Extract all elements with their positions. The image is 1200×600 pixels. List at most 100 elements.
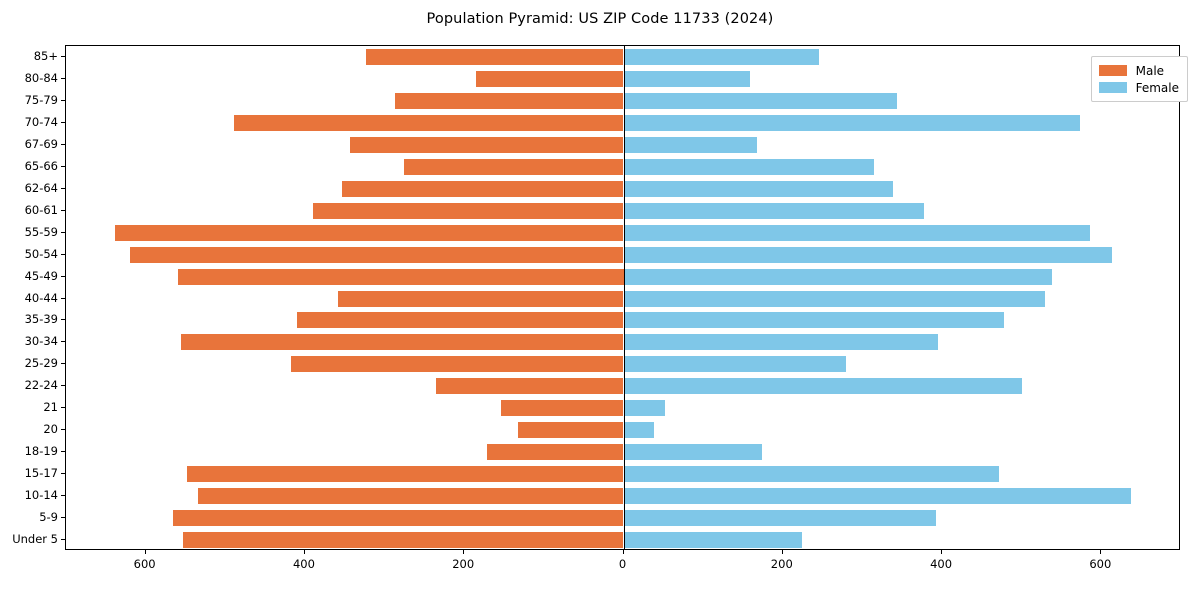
y-axis-tick-mark — [61, 253, 65, 255]
y-axis-tick-label: 62-64 — [24, 180, 58, 195]
y-axis-tick-mark — [61, 165, 65, 167]
bar-female — [623, 48, 820, 65]
bar-male — [129, 246, 624, 263]
y-axis-tick-label: 80-84 — [24, 70, 58, 85]
y-axis-tick-mark — [61, 99, 65, 101]
y-axis-tick-label: Under 5 — [12, 532, 58, 547]
bar-male — [476, 70, 624, 87]
y-axis-tick-mark — [61, 385, 65, 387]
bar-female — [623, 422, 654, 439]
y-axis-tick-label: 20 — [43, 422, 58, 437]
y-axis-tick-label: 40-44 — [24, 290, 58, 305]
x-axis-tick-mark — [622, 550, 624, 554]
x-axis-tick-mark — [303, 550, 305, 554]
x-axis-tick-mark — [1100, 550, 1102, 554]
x-axis-tick-label: 600 — [1089, 557, 1112, 571]
bar-female — [623, 246, 1112, 263]
bar-male — [500, 400, 624, 417]
bar-female — [623, 92, 897, 109]
y-axis-tick-label: 5-9 — [39, 510, 58, 525]
y-axis-tick-mark — [61, 539, 65, 541]
bar-male — [180, 334, 624, 351]
bar-female — [623, 268, 1052, 285]
x-axis-tick-label: 200 — [452, 557, 475, 571]
bar-female — [623, 224, 1091, 241]
y-axis-tick-label: 65-66 — [24, 158, 58, 173]
y-axis-tick-label: 21 — [43, 400, 58, 415]
legend-item-male[interactable]: Male — [1098, 62, 1179, 79]
bar-female — [623, 356, 846, 373]
y-axis-tick-mark — [61, 473, 65, 475]
y-axis-tick-label: 18-19 — [24, 444, 58, 459]
y-axis-tick-mark — [61, 341, 65, 343]
x-axis-tick-label: 0 — [618, 557, 627, 571]
bar-male — [338, 290, 624, 307]
y-axis-tick-mark — [61, 495, 65, 497]
bar-female — [623, 532, 802, 549]
y-axis-tick-label: 30-34 — [24, 334, 58, 349]
x-axis-tick-label: 200 — [770, 557, 793, 571]
chart-legend: Male Female — [1090, 56, 1188, 102]
x-axis-tick-label: 400 — [930, 557, 953, 571]
y-axis-tick-mark — [61, 517, 65, 519]
bar-male — [403, 158, 624, 175]
y-axis-tick-mark — [61, 187, 65, 189]
bar-female — [623, 444, 763, 461]
y-axis-tick-label: 70-74 — [24, 114, 58, 129]
bar-female — [623, 158, 875, 175]
y-axis-tick-mark — [61, 77, 65, 79]
bar-male — [198, 488, 624, 505]
y-axis-tick-label: 45-49 — [24, 268, 58, 283]
y-axis-tick-label: 50-54 — [24, 246, 58, 261]
y-axis-tick-mark — [61, 363, 65, 365]
x-axis-tick-mark — [463, 550, 465, 554]
bar-male — [296, 312, 624, 329]
y-axis-tick-label: 55-59 — [24, 224, 58, 239]
plot-area — [65, 45, 1180, 550]
bar-male — [366, 48, 624, 65]
bar-male — [435, 378, 624, 395]
x-axis-tick-mark — [941, 550, 943, 554]
zero-axis-line — [623, 46, 625, 549]
bar-female — [623, 400, 665, 417]
bar-female — [623, 334, 939, 351]
bar-female — [623, 114, 1080, 131]
y-axis-tick-mark — [61, 297, 65, 299]
bar-male — [290, 356, 624, 373]
y-axis-tick-label: 85+ — [33, 48, 58, 63]
bar-male — [518, 422, 624, 439]
bar-female — [623, 510, 936, 527]
y-axis-tick-label: 10-14 — [24, 488, 58, 503]
bar-male — [394, 92, 624, 109]
bar-male — [312, 202, 624, 219]
y-axis-tick-mark — [61, 319, 65, 321]
bar-male — [349, 136, 624, 153]
x-axis-tick-mark — [781, 550, 783, 554]
bar-female — [623, 488, 1131, 505]
bar-female — [623, 136, 758, 153]
y-axis-tick-mark — [61, 429, 65, 431]
bar-male — [177, 268, 624, 285]
legend-swatch-icon — [1098, 82, 1127, 93]
y-axis-tick-mark — [61, 231, 65, 233]
bar-female — [623, 378, 1022, 395]
bar-female — [623, 180, 893, 197]
legend-swatch-icon — [1098, 65, 1127, 76]
y-axis-tick-label: 15-17 — [24, 466, 58, 481]
legend-item-female[interactable]: Female — [1098, 79, 1179, 96]
legend-label: Male — [1135, 63, 1165, 78]
y-axis-tick-label: 60-61 — [24, 202, 58, 217]
bar-male — [234, 114, 624, 131]
y-axis-tick-label: 35-39 — [24, 312, 58, 327]
y-axis-tick-mark — [61, 209, 65, 211]
x-axis-tick-label: 400 — [292, 557, 315, 571]
y-axis-tick-label: 67-69 — [24, 136, 58, 151]
y-axis-tick-mark — [61, 121, 65, 123]
y-axis-tick-mark — [61, 143, 65, 145]
bar-male — [183, 532, 624, 549]
x-axis-tick-mark — [144, 550, 146, 554]
bar-male — [487, 444, 624, 461]
bar-male — [187, 466, 624, 483]
y-axis-tick-mark — [61, 55, 65, 57]
y-axis-tick-label: 25-29 — [24, 356, 58, 371]
